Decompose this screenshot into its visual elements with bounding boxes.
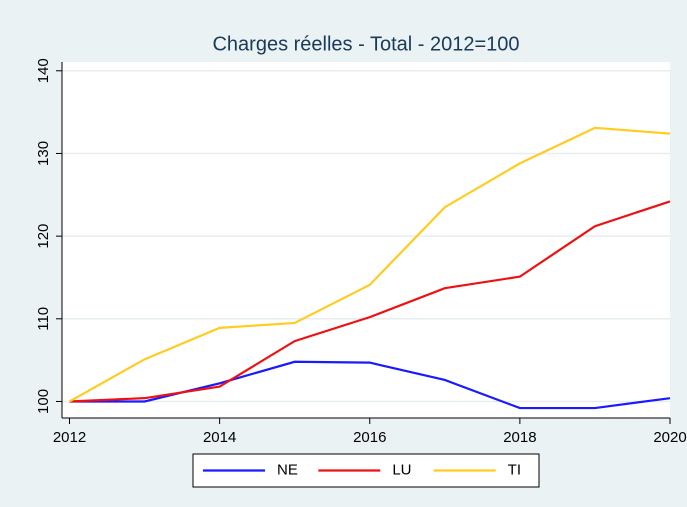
y-tick-label: 110 — [35, 307, 52, 331]
y-tick-label: 140 — [35, 58, 52, 83]
y-tick-label: 100 — [35, 389, 52, 414]
legend-label: LU — [392, 461, 411, 478]
legend-label: NE — [277, 461, 298, 478]
x-tick-label: 2014 — [203, 429, 236, 446]
legend-label: TI — [508, 461, 521, 478]
x-tick-label: 2012 — [53, 429, 86, 446]
y-tick-label: 120 — [35, 224, 52, 249]
line — [68, 126, 671, 403]
line — [69, 200, 671, 403]
y-tick-label: 130 — [35, 141, 52, 166]
x-tick-label: 2020 — [653, 429, 686, 446]
x-tick-label: 2018 — [503, 429, 536, 446]
plot-area — [62, 62, 670, 418]
x-tick-label: 2016 — [353, 429, 386, 446]
chart-title: Charges réelles - Total - 2012=100 — [212, 33, 519, 55]
